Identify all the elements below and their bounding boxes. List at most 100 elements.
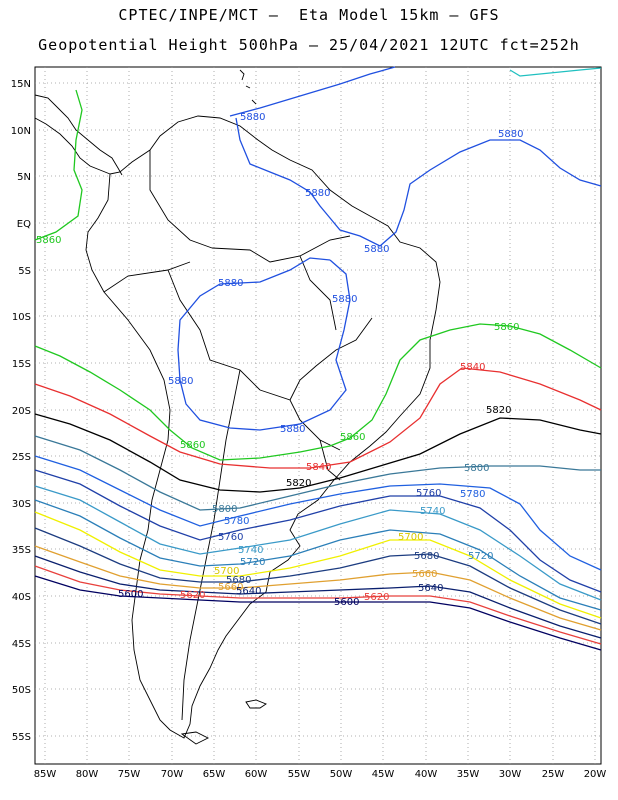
contour-5780 — [34, 455, 602, 571]
lat-label: 50S — [12, 685, 31, 696]
lon-label: 85W — [34, 769, 57, 780]
lat-label: 40S — [12, 592, 31, 603]
contour-5680 — [34, 527, 602, 625]
contour-5840 — [34, 367, 602, 469]
island — [251, 99, 257, 105]
lat-label: 25S — [12, 452, 31, 463]
lon-label: 40W — [415, 769, 438, 780]
contour-label: 5880 — [498, 129, 523, 140]
contour-label: 5720 — [468, 551, 493, 562]
contour-label: 5740 — [238, 545, 263, 556]
contour-lines — [34, 66, 602, 651]
lat-label: 10S — [12, 312, 31, 323]
graticule — [35, 67, 601, 764]
lon-label: 25W — [542, 769, 565, 780]
lat-label: 35S — [12, 545, 31, 556]
map-subtitle: Geopotential Height 500hPa – 25/04/2021 … — [38, 36, 580, 54]
country-border — [289, 317, 373, 401]
lat-label: 10N — [11, 126, 31, 137]
map-frame — [34, 66, 602, 765]
contour-label: 5840 — [460, 362, 485, 373]
contour-label: 5760 — [218, 532, 243, 543]
lon-label: 80W — [76, 769, 99, 780]
contour-5860 — [34, 89, 83, 241]
lat-label: 45S — [12, 639, 31, 650]
island — [245, 85, 251, 89]
contour-label: 5800 — [464, 463, 489, 474]
central-america-coast — [34, 117, 111, 175]
contour-label: 5880 — [218, 278, 243, 289]
contour-label: 5820 — [286, 478, 311, 489]
lon-label: 60W — [245, 769, 268, 780]
contour-label: 5680 — [226, 575, 251, 586]
contour-label: 5740 — [420, 506, 445, 517]
country-border — [299, 255, 337, 331]
contour-5640 — [34, 555, 602, 639]
contour-label: 5660 — [412, 569, 437, 580]
contour-label: 5880 — [332, 294, 357, 305]
contour-label: 5880 — [280, 424, 305, 435]
lon-label: 65W — [203, 769, 226, 780]
contour-label: 5840 — [306, 462, 331, 473]
lon-label: 75W — [118, 769, 141, 780]
contour-label: 5880 — [168, 376, 193, 387]
lon-label: 55W — [288, 769, 311, 780]
contour-5900 — [509, 67, 602, 77]
contour-label: 5760 — [416, 488, 441, 499]
lat-axis: 15N 10N 5N EQ 5S 10S 15S 20S 25S 30S 35S… — [11, 79, 31, 743]
island — [239, 69, 245, 81]
contour-5880 — [235, 117, 602, 247]
map-title: CPTEC/INPE/MCT – Eta Model 15km – GFS — [118, 6, 500, 24]
contour-5620 — [34, 565, 602, 645]
contour-label: 5680 — [414, 551, 439, 562]
contour-5800 — [34, 435, 601, 511]
contour-5760 — [34, 469, 602, 593]
contour-label: 5700 — [214, 566, 239, 577]
contour-label: 5860 — [494, 322, 519, 333]
contour-label: 5780 — [460, 489, 485, 500]
contour-5880 — [177, 257, 351, 431]
country-border — [103, 261, 191, 293]
contour-label: 5820 — [486, 405, 511, 416]
contour-5660 — [34, 545, 602, 631]
contour-5740 — [34, 485, 602, 601]
contour-label: 5620 — [364, 592, 389, 603]
south-america-coast — [85, 115, 441, 739]
lat-label: 20S — [12, 406, 31, 417]
contour-label: 5880 — [364, 244, 389, 255]
contour-label: 5880 — [305, 188, 330, 199]
lon-label: 35W — [457, 769, 480, 780]
contour-5860 — [34, 323, 602, 461]
contour-label: 5880 — [240, 112, 265, 123]
contour-label: 5640 — [418, 583, 443, 594]
contour-label: 5660 — [218, 582, 243, 593]
island — [245, 699, 267, 709]
lat-label: 30S — [12, 499, 31, 510]
contour-label: 5860 — [340, 432, 365, 443]
contour-label-group: 5880 5880 5880 5880 5880 5880 5880 5880 … — [36, 112, 523, 608]
contour-label: 5620 — [180, 590, 205, 601]
country-border — [211, 235, 351, 263]
country-border — [181, 369, 241, 721]
contour-5820 — [34, 413, 602, 493]
contour-label: 5640 — [236, 586, 261, 597]
contour-label: 5860 — [180, 440, 205, 451]
lat-label: 5S — [18, 266, 31, 277]
contour-label: 5700 — [398, 532, 423, 543]
lon-label: 50W — [330, 769, 353, 780]
lon-label: 30W — [499, 769, 522, 780]
lat-label: 5N — [17, 172, 31, 183]
lat-label: 15S — [12, 359, 31, 370]
contour-5700 — [34, 511, 602, 619]
contour-5720 — [34, 499, 602, 611]
country-border — [319, 439, 341, 481]
lat-label: 15N — [11, 79, 31, 90]
contour-5880 — [229, 66, 396, 117]
lat-label: 55S — [12, 732, 31, 743]
island — [180, 731, 210, 745]
contour-label: 5860 — [36, 235, 61, 246]
contour-label: 5720 — [240, 557, 265, 568]
lon-label: 20W — [584, 769, 607, 780]
lon-label: 70W — [161, 769, 184, 780]
